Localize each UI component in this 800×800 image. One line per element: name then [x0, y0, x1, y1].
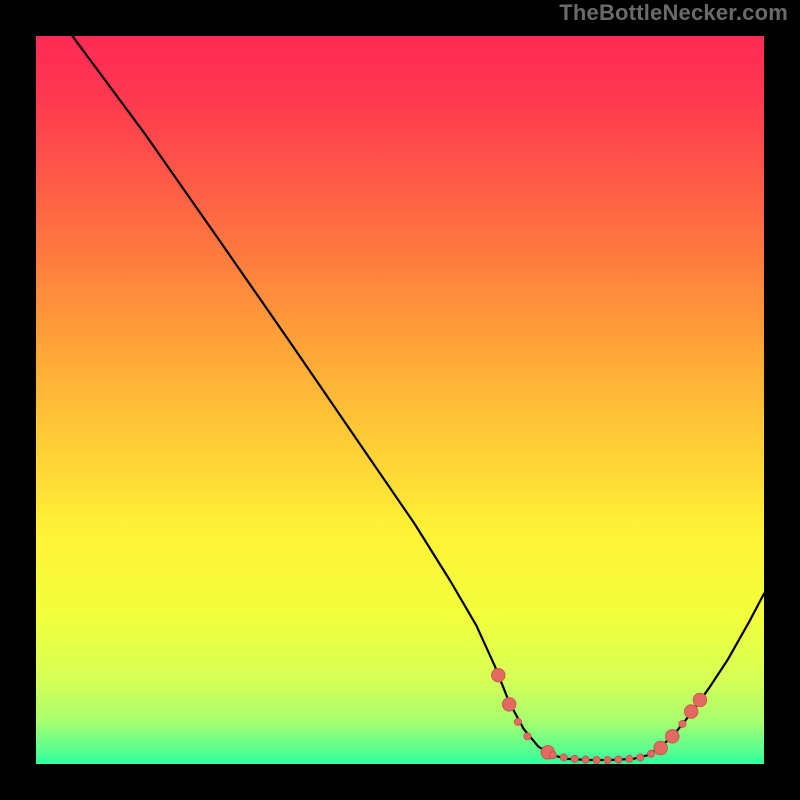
dot-marker: [648, 750, 655, 757]
dot-marker: [626, 755, 633, 762]
dot-marker: [637, 754, 644, 761]
dot-marker: [502, 698, 516, 712]
chart-svg: [36, 36, 764, 764]
dot-marker: [679, 720, 686, 727]
dot-marker: [593, 756, 600, 763]
dot-marker: [693, 693, 707, 707]
dot-marker: [604, 756, 611, 763]
dot-marker: [582, 756, 589, 763]
chart-root: TheBottleNecker.com: [0, 0, 800, 800]
dot-marker: [654, 741, 668, 755]
dot-marker: [665, 730, 679, 744]
dot-layer: [491, 668, 706, 763]
gradient-bg: [36, 36, 764, 764]
dot-marker: [524, 733, 531, 740]
dot-marker: [549, 752, 556, 759]
dot-marker: [571, 755, 578, 762]
dot-marker: [615, 756, 622, 763]
main-curve: [72, 36, 764, 760]
dot-marker: [514, 718, 521, 725]
dot-marker: [560, 754, 567, 761]
watermark-label: TheBottleNecker.com: [559, 0, 788, 26]
dot-marker: [541, 746, 555, 760]
dot-marker: [491, 668, 505, 682]
plot-area: [36, 36, 764, 764]
dot-marker: [684, 705, 698, 719]
